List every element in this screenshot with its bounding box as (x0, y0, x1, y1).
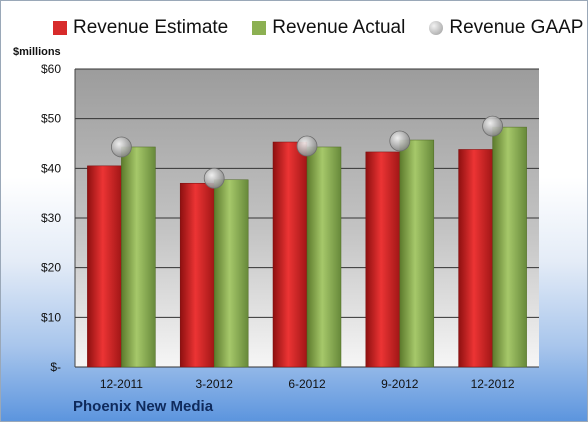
company-name: Phoenix New Media (73, 398, 214, 415)
legend-item-gaap: Revenue GAAP (429, 17, 583, 39)
x-tick-label: 6-2012 (288, 377, 326, 391)
bar-revenue-actual (492, 126, 527, 368)
legend-swatch-gaap (429, 21, 444, 35)
legend-item-estimate: Revenue Estimate (53, 17, 228, 39)
marker-revenue-gaap (296, 135, 318, 157)
y-tick-label: $10 (41, 310, 61, 324)
marker-revenue-gaap (111, 136, 132, 158)
legend-label-actual: Revenue Actual (272, 17, 406, 38)
bar-revenue-estimate (365, 151, 401, 368)
legend-label-gaap: Revenue GAAP (449, 17, 584, 38)
y-tick-label: $- (50, 360, 61, 374)
x-tick-label: 12-2012 (471, 377, 515, 391)
bar-revenue-actual (213, 179, 249, 368)
marker-revenue-gaap (203, 167, 225, 189)
legend: Revenue Estimate Revenue Actual Revenue … (53, 17, 583, 39)
bar-revenue-actual (399, 139, 435, 368)
legend-swatch-estimate (53, 21, 67, 35)
y-axis-unit-label: $millions (13, 46, 61, 58)
legend-label-estimate: Revenue Estimate (73, 17, 229, 38)
x-tick-label: 9-2012 (381, 377, 419, 391)
marker-revenue-gaap (389, 130, 411, 152)
legend-swatch-actual (252, 21, 267, 35)
bar-revenue-estimate (458, 149, 493, 368)
y-tick-label: $40 (41, 161, 61, 175)
bar-revenue-estimate (179, 182, 215, 368)
marker-revenue-gaap (482, 115, 504, 137)
y-tick-label: $50 (41, 112, 61, 126)
bar-revenue-estimate (272, 141, 308, 368)
legend-item-actual: Revenue Actual (252, 17, 405, 39)
y-tick-label: $60 (41, 62, 61, 76)
x-tick-label: 12-2011 (100, 377, 143, 391)
x-tick-label: 3-2012 (196, 377, 234, 391)
bar-revenue-actual (306, 146, 342, 368)
y-tick-label: $30 (41, 211, 61, 225)
y-tick-label: $20 (41, 261, 61, 275)
bar-revenue-actual (121, 146, 156, 368)
bar-revenue-estimate (87, 165, 122, 368)
